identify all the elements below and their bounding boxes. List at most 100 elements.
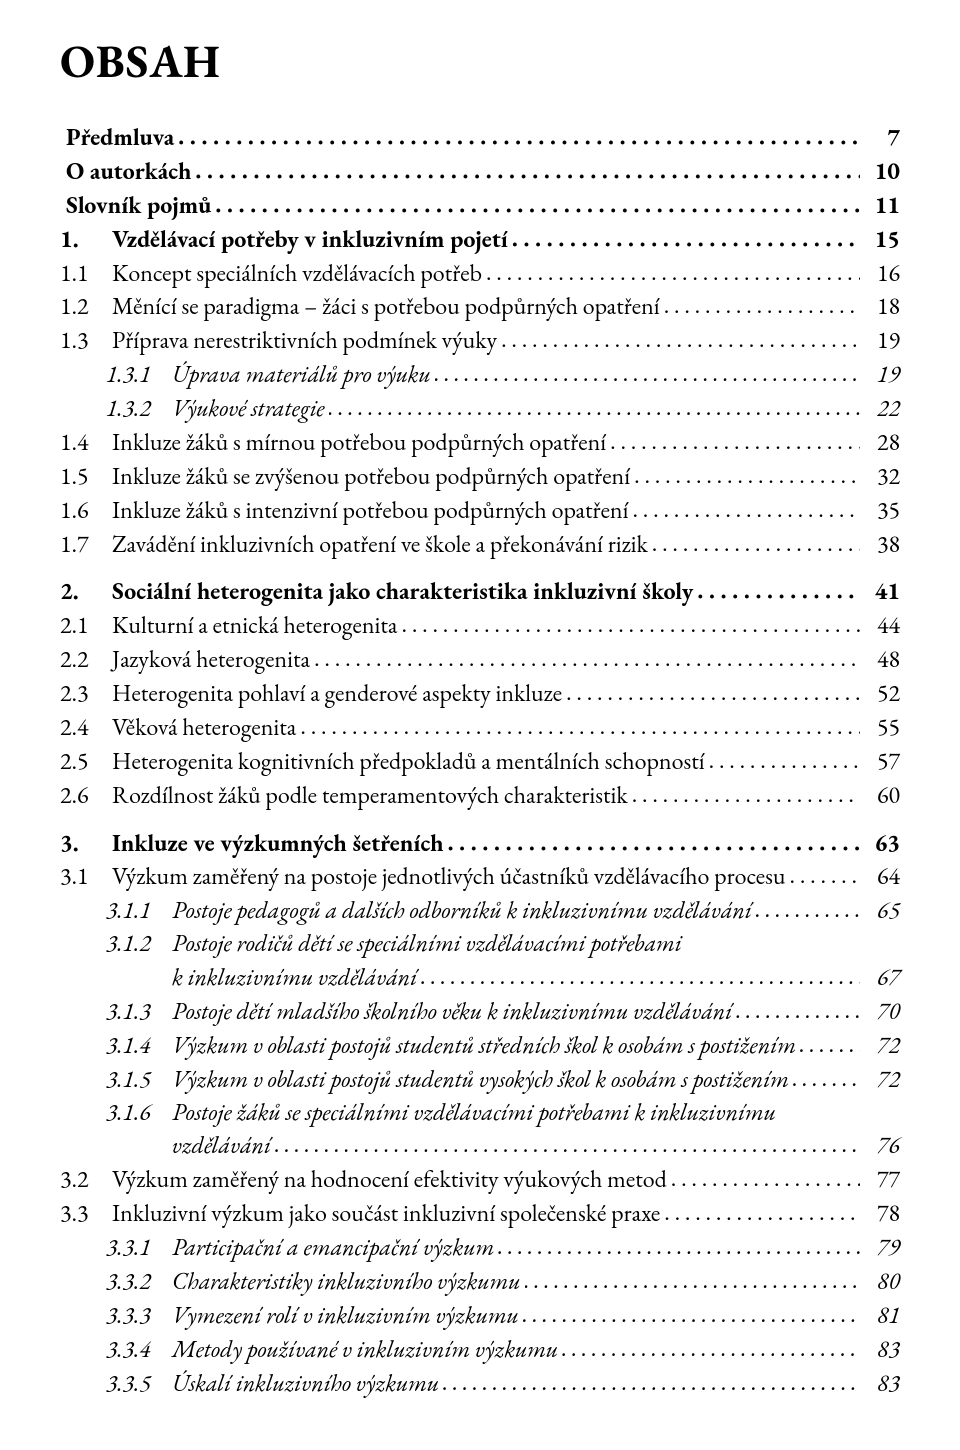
toc-entry-label: Vymezení rolí v inkluzivním výzkumu: [172, 1300, 519, 1333]
toc-entry-page: 19: [864, 325, 900, 358]
toc-entry-page: 60: [864, 780, 900, 813]
section-gap: [60, 813, 900, 827]
toc-entry-label: Výzkum v oblasti postojů studentů středn…: [172, 1030, 796, 1063]
toc-entry-number: 3.1.4: [106, 1030, 172, 1063]
toc-entry-label: Kulturní a etnická heterogenita: [112, 610, 398, 643]
toc-leader-dots: [709, 745, 860, 769]
toc-leader-dots: [448, 827, 860, 851]
toc-entry-number: 3.1.1: [106, 895, 172, 928]
toc-entry-page: 38: [864, 529, 900, 562]
toc-entry-label: Zavádění inkluzivních opatření ve škole …: [112, 529, 648, 562]
toc-entry-page: 78: [864, 1198, 900, 1231]
toc-entry: 1.3Příprava nerestriktivních podmínek vý…: [60, 324, 900, 358]
toc-entry-label: Rozdílnost žáků podle temperamentových c…: [112, 780, 628, 813]
toc-entry-page: 65: [864, 895, 900, 928]
toc-leader-dots: [329, 392, 860, 416]
toc-entry-number: 3.1.3: [106, 996, 172, 1029]
toc-entry-number: 1.5: [60, 461, 112, 494]
toc-entry: 2.5Heterogenita kognitivních předpokladů…: [60, 745, 900, 779]
toc-entry-page: 10: [864, 156, 900, 189]
toc-entry: 3.3.2Charakteristiky inkluzivního výzkum…: [60, 1265, 900, 1299]
toc-leader-dots: [178, 121, 860, 145]
toc-entry-label: Heterogenita pohlaví a genderové aspekty…: [112, 678, 562, 711]
toc-entry: 3.3.4Metody používané v inkluzivním výzk…: [60, 1333, 900, 1367]
toc-leader-dots: [634, 460, 860, 484]
toc-entry: 3.3.3Vymezení rolí v inkluzivním výzkumu…: [60, 1299, 900, 1333]
toc-leader-dots: [195, 155, 860, 179]
toc-entry: 1.3.1Úprava materiálů pro výuku19: [60, 358, 900, 392]
page-title: OBSAH: [60, 30, 900, 93]
toc-entry-number: 3.3.1: [106, 1232, 172, 1265]
toc-entry-number: 1.: [60, 224, 112, 257]
toc-entry-label: Výzkum zaměřený na postoje jednotlivých …: [112, 861, 786, 894]
toc-entry-label: Příprava nerestriktivních podmínek výuky: [112, 325, 497, 358]
toc-entry-label-line: vzdělávání: [172, 1130, 271, 1163]
toc-entry: 2.Sociální heterogenita jako charakteris…: [60, 575, 900, 609]
toc-leader-dots: [443, 1367, 860, 1391]
toc-entry-number: 1.1: [60, 258, 112, 291]
toc-entry-label: Výukové strategie: [172, 393, 325, 426]
toc-leader-dots: [664, 290, 860, 314]
toc-entry-label: Výzkum zaměřený na hodnocení efektivity …: [112, 1164, 667, 1197]
toc-entry-page: 67: [864, 962, 900, 995]
toc-entry-label: Slovník pojmů: [66, 190, 211, 223]
toc-entry-label: Předmluva: [66, 122, 174, 155]
toc-leader-dots: [525, 1265, 860, 1289]
toc-entry-page: 70: [864, 996, 900, 1029]
toc-entry: 3.3.5Úskalí inkluzivního výzkumu83: [60, 1367, 900, 1401]
toc-entry: 3.3.1Participační a emancipační výzkum79: [60, 1231, 900, 1265]
toc-entry-number: 3.3: [60, 1198, 112, 1231]
toc-entry-label: O autorkách: [66, 156, 191, 189]
toc-entry-number: 3.1.6: [106, 1097, 172, 1130]
toc-entry-page: 72: [864, 1030, 900, 1063]
toc-entry-page: 80: [864, 1266, 900, 1299]
toc-entry: 1.2Měnící se paradigma – žáci s potřebou…: [60, 290, 900, 324]
toc-entry-label: Heterogenita kognitivních předpokladů a …: [112, 746, 705, 779]
toc-entry-page: 57: [864, 746, 900, 779]
toc-entry: 1.3.2Výukové strategie22: [60, 392, 900, 426]
toc-entry: 1.6Inkluze žáků s intenzivní potřebou po…: [60, 494, 900, 528]
toc-entry-number: 2.4: [60, 712, 112, 745]
toc-leader-dots: [610, 426, 860, 450]
toc-entry-number: 3.: [60, 828, 112, 861]
toc-entry-number: 1.7: [60, 529, 112, 562]
toc-entry: 3.1.1Postoje pedagogů a dalších odborník…: [60, 894, 900, 928]
toc-leader-dots: [800, 1029, 860, 1053]
toc-entry-page: 7: [864, 122, 900, 155]
toc-entry-label-line: k inkluzivnímu vzdělávání: [172, 962, 417, 995]
toc-leader-dots: [632, 494, 860, 518]
toc-entry-page: 22: [864, 393, 900, 426]
toc-leader-dots: [498, 1231, 860, 1255]
toc-entry: 3.2Výzkum zaměřený na hodnocení efektivi…: [60, 1163, 900, 1197]
table-of-contents: Předmluva7O autorkách10Slovník pojmů111.…: [60, 121, 900, 1400]
toc-entry-label: Koncept speciálních vzdělávacích potřeb: [112, 258, 482, 291]
toc-leader-dots: [435, 358, 860, 382]
toc-leader-dots: [512, 223, 860, 247]
toc-entry: 1.7Zavádění inkluzivních opatření ve ško…: [60, 528, 900, 562]
toc-leader-dots: [632, 779, 860, 803]
toc-entry-page: 72: [864, 1064, 900, 1097]
toc-entry-page: 55: [864, 712, 900, 745]
toc-leader-dots: [664, 1197, 860, 1221]
toc-entry-number: 1.3: [60, 325, 112, 358]
toc-entry-label: Úprava materiálů pro výuku: [172, 359, 431, 392]
toc-leader-dots: [790, 860, 860, 884]
toc-entry: Slovník pojmů11: [60, 189, 900, 223]
toc-entry-number: 2.1: [60, 610, 112, 643]
toc-entry-label: Inkluze ve výzkumných šetřeních: [112, 828, 444, 861]
toc-entry-page: 19: [864, 359, 900, 392]
toc-entry-page: 52: [864, 678, 900, 711]
toc-leader-dots: [314, 643, 860, 667]
toc-entry: 3.3Inkluzivní výzkum jako součást inkluz…: [60, 1197, 900, 1231]
toc-entry: 3.1.6Postoje žáků se speciálními vzděláv…: [60, 1097, 900, 1164]
toc-leader-dots: [523, 1299, 860, 1323]
toc-entry-label: Postoje žáků se speciálními vzdělávacími…: [172, 1097, 900, 1164]
toc-entry-label: Charakteristiky inkluzivního výzkumu: [172, 1266, 521, 1299]
toc-leader-dots: [671, 1163, 860, 1187]
toc-entry-page: 35: [864, 495, 900, 528]
toc-entry-number: 2.3: [60, 678, 112, 711]
toc-entry-number: 3.2: [60, 1164, 112, 1197]
toc-entry-number: 1.4: [60, 427, 112, 460]
toc-entry-page: 44: [864, 610, 900, 643]
toc-entry-label-line: Postoje žáků se speciálními vzdělávacími…: [172, 1097, 900, 1130]
